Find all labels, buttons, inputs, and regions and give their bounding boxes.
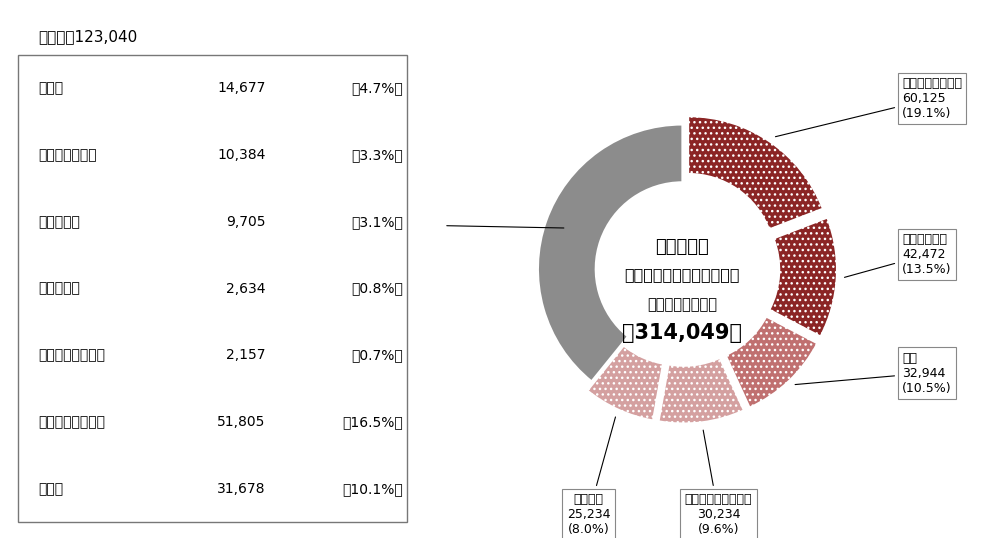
Text: （3.1%）: （3.1%） (351, 215, 404, 229)
Text: その他: その他 (39, 482, 63, 496)
Text: 51,805: 51,805 (217, 415, 265, 429)
Wedge shape (587, 345, 663, 421)
Text: ほか　計123,040: ほか 計123,040 (39, 29, 137, 44)
Text: いじめ・嫌がらせ
60,125
(19.1%): いじめ・嫌がらせ 60,125 (19.1%) (775, 77, 962, 137)
Text: （10.1%）: （10.1%） (342, 482, 404, 496)
Text: 2,634: 2,634 (225, 282, 265, 296)
Text: 労働条件の引き下げ
30,234
(9.6%): 労働条件の引き下げ 30,234 (9.6%) (684, 430, 753, 536)
Text: 自己都合退職
42,472
(13.5%): 自己都合退職 42,472 (13.5%) (845, 233, 951, 278)
Text: （4.7%）: （4.7%） (351, 81, 404, 95)
Text: 出向・配置転換: 出向・配置転換 (39, 148, 97, 162)
Wedge shape (538, 124, 682, 381)
Wedge shape (659, 358, 744, 423)
Wedge shape (726, 316, 818, 408)
Text: 採用内定取り消し: 採用内定取り消し (39, 349, 105, 363)
Text: 民事上の個別労働関係紛争: 民事上の個別労働関係紛争 (625, 267, 740, 282)
Text: 内訳延べ相談件数: 内訳延べ相談件数 (648, 298, 717, 313)
Text: 退職勧奪
25,234
(8.0%): 退職勧奪 25,234 (8.0%) (567, 417, 615, 536)
Text: 雇止め: 雇止め (39, 81, 63, 95)
Text: 31,678: 31,678 (217, 482, 265, 496)
Text: 募集・採用: 募集・採用 (39, 282, 80, 296)
Wedge shape (769, 217, 837, 337)
Text: （0.7%）: （0.7%） (351, 349, 404, 363)
Text: その他の労働条件: その他の労働条件 (39, 415, 105, 429)
Text: 14,677: 14,677 (217, 81, 265, 95)
Bar (18, 55, 407, 522)
Text: （16.5%）: （16.5%） (342, 415, 404, 429)
Text: 2,157: 2,157 (225, 349, 265, 363)
Wedge shape (688, 116, 823, 230)
Text: 解雇
32,944
(10.5%): 解雇 32,944 (10.5%) (795, 351, 951, 394)
Text: 9,705: 9,705 (225, 215, 265, 229)
Text: 令和５年度: 令和５年度 (656, 238, 709, 256)
Text: 10,384: 10,384 (217, 148, 265, 162)
Text: 雇用管理等: 雇用管理等 (39, 215, 80, 229)
Text: （0.8%）: （0.8%） (351, 282, 404, 296)
Text: （3.3%）: （3.3%） (351, 148, 404, 162)
Text: 計314,049件: 計314,049件 (622, 323, 743, 343)
